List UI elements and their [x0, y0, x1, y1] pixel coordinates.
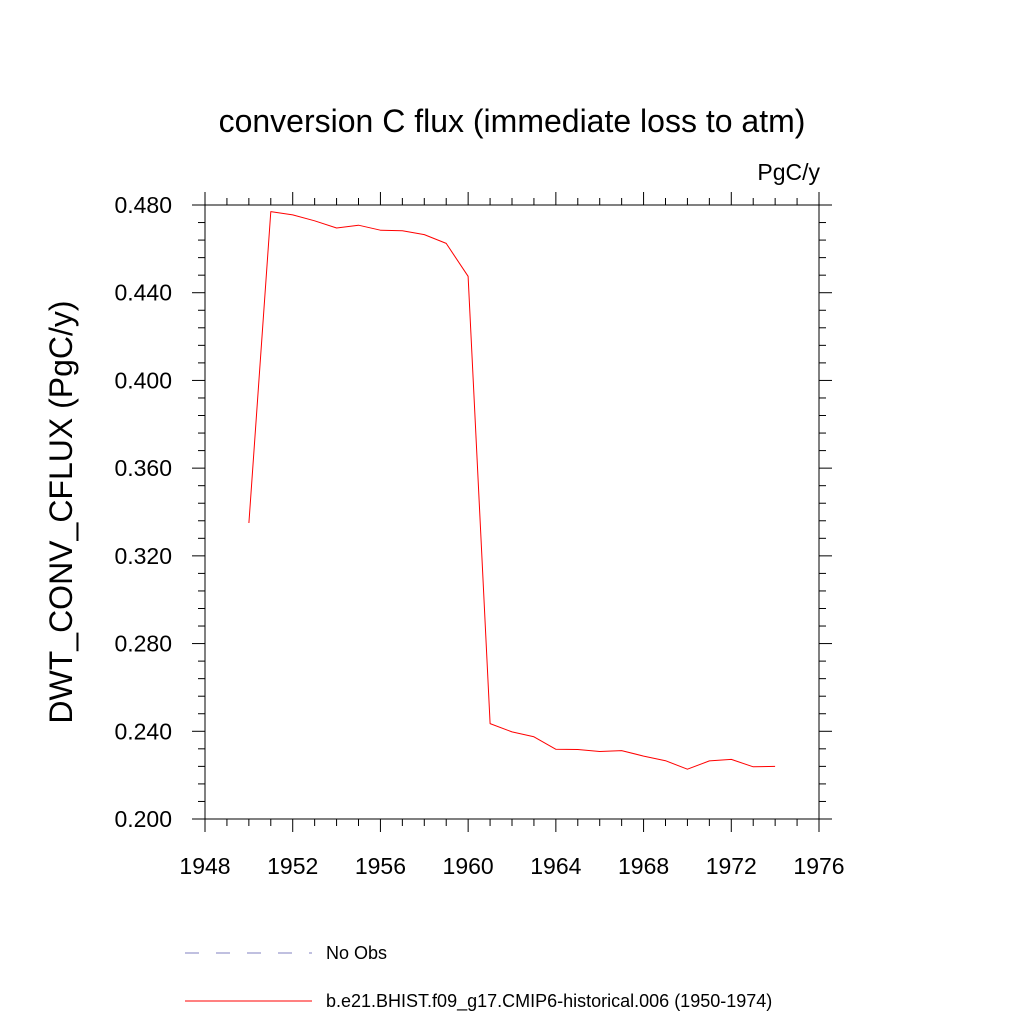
plot-frame — [204, 204, 820, 820]
y-tick-label: 0.200 — [114, 806, 172, 832]
legend: No Obs b.e21.BHIST.f09_g17.CMIP6-histori… — [185, 943, 772, 1012]
y-tick-label: 0.440 — [114, 280, 172, 306]
legend-label-historical: b.e21.BHIST.f09_g17.CMIP6-historical.006… — [326, 991, 772, 1012]
series-line-historical — [248, 211, 776, 770]
legend-label-no-obs: No Obs — [326, 943, 387, 963]
y-tick-label: 0.320 — [114, 543, 172, 569]
y-tick-label: 0.360 — [114, 455, 172, 481]
y-tick-label: 0.280 — [114, 631, 172, 657]
y-tick-label: 0.400 — [114, 367, 172, 393]
axis-ticks — [192, 192, 832, 832]
x-tick-label: 1956 — [355, 853, 406, 879]
x-tick-label: 1952 — [267, 853, 318, 879]
x-tick-label: 1968 — [618, 853, 669, 879]
units-label: PgC/y — [757, 159, 820, 185]
x-tick-label: 1960 — [443, 853, 494, 879]
series-layer — [248, 211, 776, 770]
y-axis-title: DWT_CONV_CFLUX (PgC/y) — [43, 300, 79, 723]
x-tick-label: 1976 — [793, 853, 844, 879]
y-tick-label: 0.480 — [114, 192, 172, 218]
chart-title: conversion C flux (immediate loss to atm… — [219, 103, 806, 139]
x-tick-label: 1948 — [179, 853, 230, 879]
y-tick-labels: 0.200 0.240 0.280 0.320 0.360 0.400 0.440 0.480 — [114, 192, 172, 832]
y-tick-label: 0.240 — [114, 718, 172, 744]
x-tick-label: 1964 — [530, 853, 581, 879]
x-tick-labels: 1948 1952 1956 1960 1964 1968 1972 1976 — [179, 853, 844, 879]
x-tick-label: 1972 — [706, 853, 757, 879]
